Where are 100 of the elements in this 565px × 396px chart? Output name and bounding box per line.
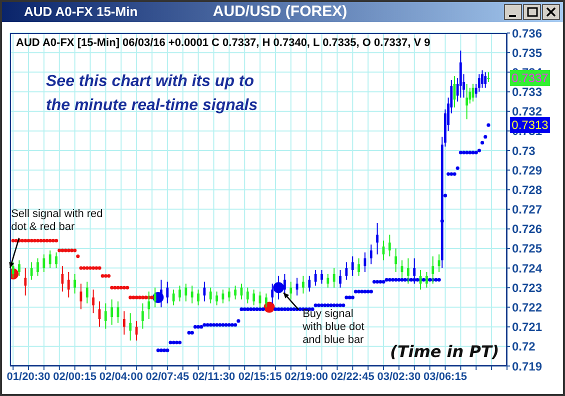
x-tick-label: 02/04:00 <box>99 370 143 383</box>
candlestick <box>55 252 58 269</box>
x-tick-label: 02/15:15 <box>238 370 282 383</box>
y-tick-label: 0.735 <box>512 46 542 60</box>
candlestick <box>166 281 169 304</box>
point <box>150 296 154 300</box>
candlestick <box>74 273 76 294</box>
point <box>24 238 28 242</box>
candlestick <box>339 270 342 288</box>
candlestick <box>203 281 206 302</box>
point <box>122 286 126 290</box>
x-tick-label: 02/07:45 <box>146 370 190 383</box>
point <box>58 248 62 252</box>
point <box>36 238 40 242</box>
candlestick <box>246 287 249 304</box>
point <box>104 274 108 278</box>
candlestick <box>184 283 188 302</box>
point <box>54 238 58 242</box>
point <box>140 296 145 300</box>
y-tick-label: 0.725 <box>512 242 542 256</box>
candlestick <box>228 287 230 302</box>
candlestick <box>252 289 256 306</box>
point <box>132 296 136 300</box>
candlestick <box>394 248 398 272</box>
x-tick-label: 02/22:45 <box>330 370 374 383</box>
y-tick-label: 0.727 <box>512 202 542 217</box>
point <box>45 238 49 242</box>
candlestick <box>234 285 237 300</box>
y-tick-label: 0.733 <box>512 85 542 100</box>
candlestick <box>122 310 126 336</box>
x-tick-label: 02/11:30 <box>192 370 236 383</box>
candlestick <box>197 289 200 306</box>
point <box>113 286 117 290</box>
point <box>88 266 92 270</box>
y-tick-label: 0.729 <box>512 163 542 178</box>
y-tick-label: 0.723 <box>512 280 542 295</box>
annotation: Buy signal with blue dot and blue bar <box>302 308 366 347</box>
candlestick <box>36 258 39 276</box>
text: 0.7337 <box>510 70 550 86</box>
candlestick <box>141 302 144 330</box>
point <box>110 286 114 290</box>
candlestick <box>86 281 88 304</box>
point <box>134 296 138 300</box>
point <box>42 238 46 242</box>
x-tick-label: 01/20:30 <box>6 370 50 383</box>
candlestick <box>30 262 33 280</box>
candlestick <box>370 244 372 265</box>
candlestick <box>178 285 181 302</box>
point <box>106 274 111 278</box>
candlestick <box>24 268 27 296</box>
point <box>64 248 68 252</box>
chart-subtitle: AUD A0-FX [15-Min] 06/03/16 +0.0001 C 0.7337, H 0.7340, L 0.7335, O 0.7337, V 9 <box>16 37 430 49</box>
point <box>73 248 77 252</box>
point <box>26 238 30 242</box>
point <box>14 238 18 242</box>
candlestick <box>209 287 212 304</box>
y-tick-label: 0.732 <box>512 104 542 119</box>
x-tick-label: 03/06:15 <box>424 370 467 383</box>
candlestick <box>320 270 323 284</box>
candlestick <box>110 298 114 326</box>
y-tick-label: 0.72 <box>512 340 536 354</box>
point <box>60 248 64 252</box>
candlestick <box>308 275 311 292</box>
y-tick-label: 0.719 <box>512 359 542 374</box>
point <box>51 238 56 242</box>
candlestick <box>358 258 360 276</box>
candlestick <box>104 302 107 330</box>
point <box>116 286 120 290</box>
point <box>126 286 130 290</box>
point <box>138 296 142 300</box>
candlestick <box>332 268 336 288</box>
point <box>92 266 96 270</box>
point <box>76 254 80 258</box>
y-tick-label: 0.736 <box>512 26 542 40</box>
candlestick <box>18 260 20 276</box>
candlestick <box>190 285 194 304</box>
candlestick <box>129 312 132 342</box>
candlestick <box>351 256 354 276</box>
point <box>85 266 89 270</box>
point <box>30 238 34 242</box>
candlestick <box>67 271 70 298</box>
candlestick <box>92 289 95 314</box>
point <box>39 238 43 242</box>
candlestick <box>388 234 391 257</box>
point <box>79 266 83 270</box>
point <box>144 296 148 300</box>
point <box>94 266 98 270</box>
candlestick <box>314 270 317 286</box>
y-tick-label: 0.73 <box>512 144 536 158</box>
candlestick <box>172 289 175 306</box>
y-tick-label: 0.728 <box>512 182 542 197</box>
point <box>98 266 102 270</box>
annotation: See this chart with its up to the minute real-time signals <box>46 72 259 116</box>
x-tick-label: 02/19:00 <box>284 370 328 383</box>
x-tick-label: 02/00:15 <box>53 370 97 383</box>
chart-title: AUD/USD (FOREX) <box>212 3 348 20</box>
text: 0.7313 <box>510 117 550 134</box>
point <box>100 274 104 278</box>
y-tick-label: 0.721 <box>512 320 542 334</box>
candlestick <box>42 254 46 272</box>
